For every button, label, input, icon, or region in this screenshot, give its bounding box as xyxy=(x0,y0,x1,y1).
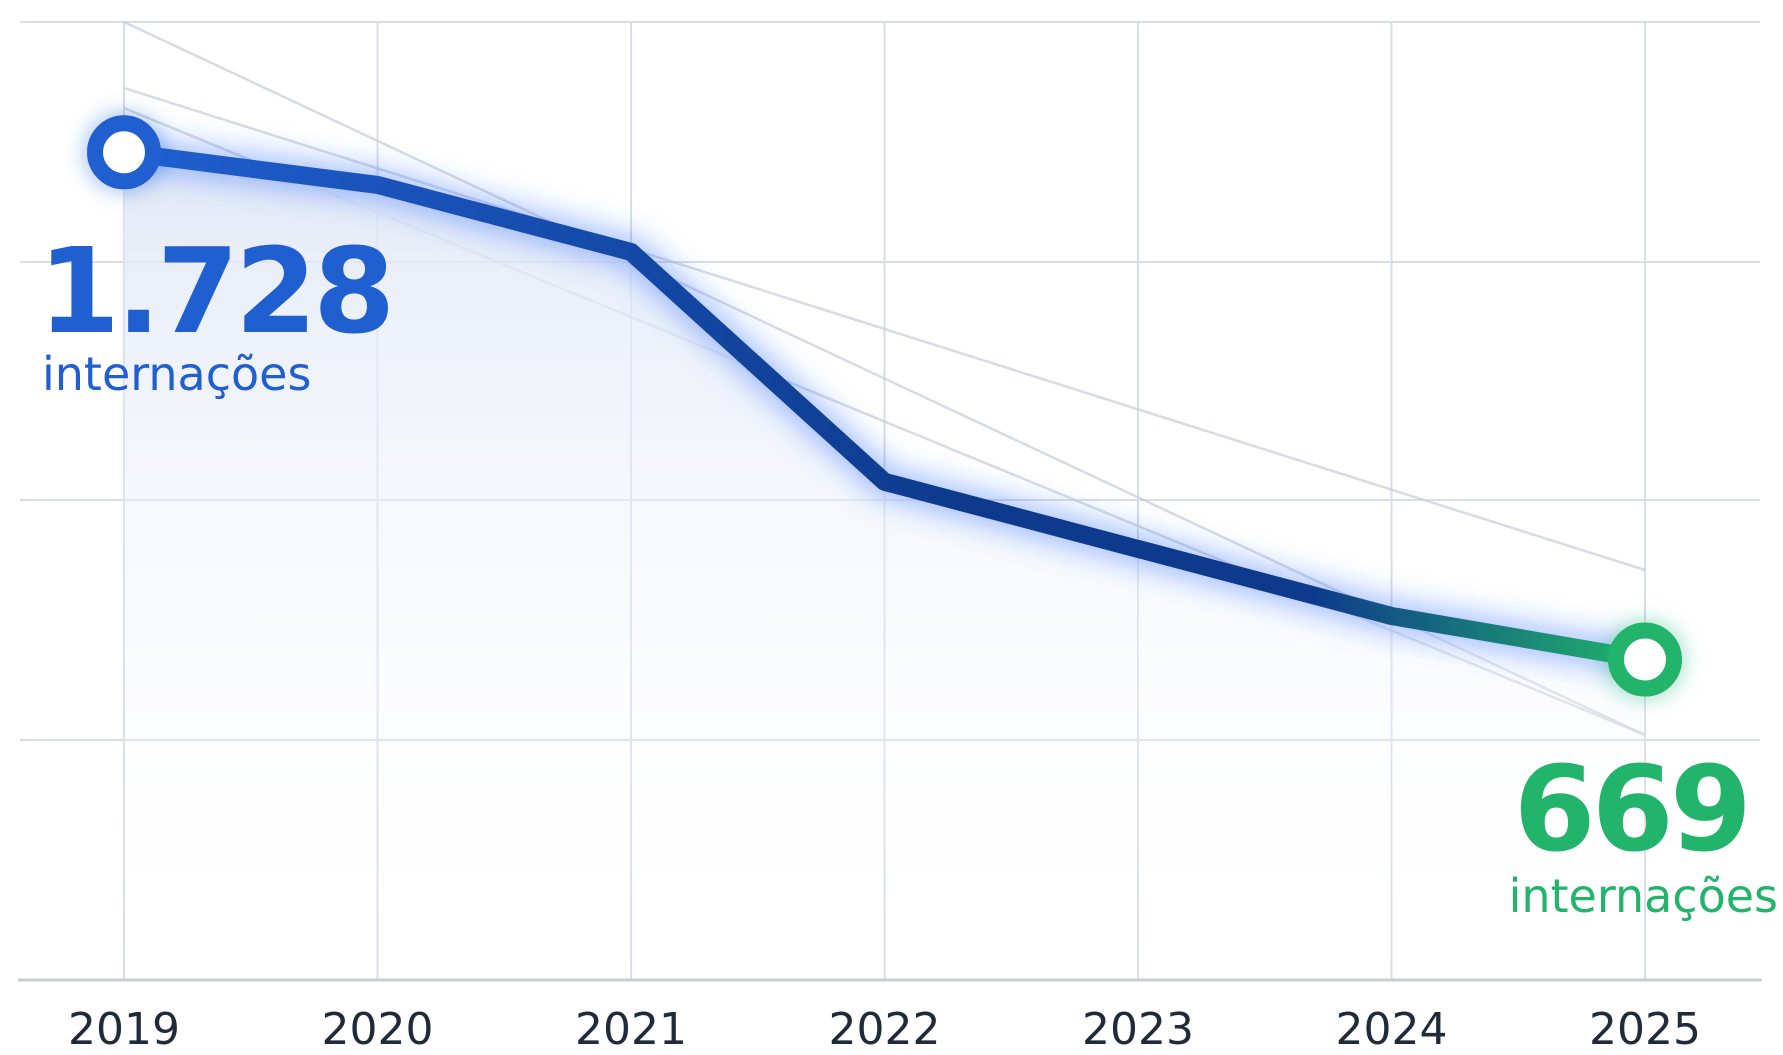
annotations: 1.728 internações 669 internações xyxy=(38,222,1778,923)
start-point-marker xyxy=(87,115,161,190)
end-point-marker xyxy=(1608,622,1682,697)
start-value-label: 1.728 xyxy=(38,222,391,360)
end-value-label: 669 xyxy=(1514,740,1748,878)
x-tick-label: 2020 xyxy=(322,1004,434,1055)
start-unit-label: internações xyxy=(42,347,311,401)
series-line xyxy=(109,137,1660,675)
area-fill xyxy=(124,152,1645,981)
x-tick-label: 2023 xyxy=(1082,1004,1194,1055)
area-under-line xyxy=(124,152,1645,981)
x-tick-label: 2022 xyxy=(829,1004,941,1055)
series-line-path xyxy=(115,143,1654,669)
x-tick-label: 2019 xyxy=(68,1004,180,1055)
x-tick-label: 2025 xyxy=(1589,1004,1701,1055)
x-tick-label: 2024 xyxy=(1336,1004,1448,1055)
x-tick-label: 2021 xyxy=(575,1004,687,1055)
data-points xyxy=(84,112,1685,700)
end-unit-label: internações xyxy=(1509,869,1778,923)
trend-line xyxy=(123,86,1646,572)
x-axis: 2019 2020 2021 2022 2023 2024 2025 xyxy=(18,978,1762,1055)
